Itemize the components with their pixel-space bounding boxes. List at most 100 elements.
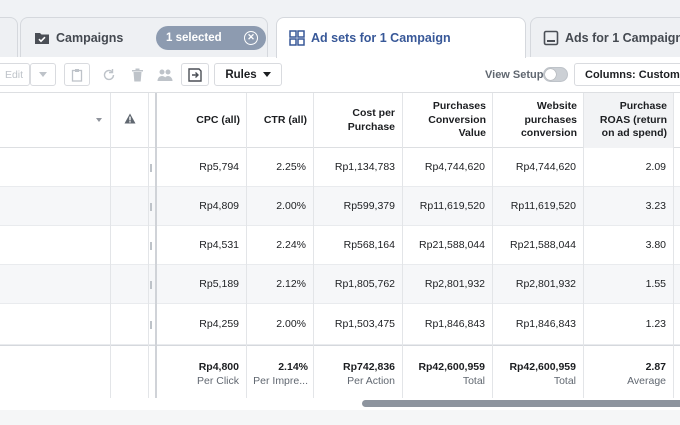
row-marker bbox=[150, 242, 152, 250]
refresh-button[interactable] bbox=[96, 63, 122, 86]
column-divider bbox=[313, 93, 314, 400]
table-header: CPC (all) CTR (all) Cost per Purchase Pu… bbox=[0, 93, 680, 148]
cell-purchases-conversion-value: Rp2,801,932 bbox=[424, 278, 485, 290]
tab-adsets[interactable]: Ad sets for 1 Campaign bbox=[276, 17, 526, 58]
audience-button[interactable] bbox=[152, 63, 178, 86]
summary-cpc: Rp4,800 Per Click bbox=[158, 346, 247, 401]
table-row[interactable]: Rp5,794 2.25% Rp1,134,783 Rp4,744,620 Rp… bbox=[0, 148, 680, 187]
export-button[interactable] bbox=[181, 63, 209, 86]
clear-selection-icon[interactable]: ✕ bbox=[244, 31, 258, 45]
chevron-down-icon bbox=[39, 72, 47, 77]
delete-button[interactable] bbox=[124, 63, 150, 86]
summary-ctr-value: 2.14% bbox=[278, 360, 308, 373]
summary-cost-per-purchase-value: Rp742,836 bbox=[343, 360, 395, 373]
summary-purchase-roas-label: Average bbox=[627, 374, 666, 387]
cell-cost-per-purchase: Rp599,379 bbox=[343, 200, 395, 212]
column-divider bbox=[402, 93, 403, 400]
tab-campaigns[interactable]: Campaigns 1 selected ✕ bbox=[20, 17, 268, 57]
cell-ctr: 2.25% bbox=[276, 161, 306, 173]
row-marker bbox=[150, 321, 152, 329]
sort-caret-icon[interactable] bbox=[96, 118, 102, 122]
people-icon bbox=[157, 69, 173, 81]
column-divider bbox=[673, 93, 674, 400]
cell-purchase-roas: 1.23 bbox=[645, 318, 666, 330]
selected-count-badge[interactable]: 1 selected ✕ bbox=[156, 26, 266, 50]
cell-cost-per-purchase: Rp1,134,783 bbox=[334, 161, 395, 173]
tab-ads-label: Ads for 1 Campaign bbox=[565, 30, 680, 45]
view-setup-label: View Setup bbox=[485, 69, 544, 81]
grid-icon bbox=[289, 30, 305, 46]
edit-button-label: Edit bbox=[4, 68, 24, 81]
cell-cpc: Rp4,531 bbox=[199, 239, 239, 251]
rules-button-label: Rules bbox=[225, 68, 257, 81]
summary-purchases-conversion-value-value: Rp42,600,959 bbox=[418, 360, 485, 373]
summary-website-purchases-conversion-label: Total bbox=[553, 374, 576, 387]
cell-ctr: 2.00% bbox=[276, 200, 306, 212]
summary-ctr: 2.14% Per Impre... bbox=[247, 346, 314, 401]
warning-icon bbox=[124, 113, 136, 127]
table-row[interactable]: Rp4,259 2.00% Rp1,503,475 Rp1,846,843 Rp… bbox=[0, 304, 680, 345]
rules-button[interactable]: Rules bbox=[214, 63, 282, 86]
footer-area bbox=[0, 410, 680, 425]
cell-website-purchases-conversion: Rp1,846,843 bbox=[515, 318, 576, 330]
edit-dropdown-button[interactable] bbox=[30, 63, 56, 86]
column-header-website-purchases-conversion[interactable]: Website purchases conversion bbox=[520, 100, 577, 140]
cell-cost-per-purchase: Rp1,503,475 bbox=[334, 318, 395, 330]
duplicate-button[interactable] bbox=[64, 63, 90, 86]
trash-icon bbox=[131, 68, 143, 81]
cell-purchases-conversion-value: Rp11,619,520 bbox=[419, 200, 485, 212]
cell-cost-per-purchase: Rp568,164 bbox=[343, 239, 395, 251]
cell-cpc: Rp4,809 bbox=[199, 200, 239, 212]
tab-bar: Campaigns 1 selected ✕ Ad sets for 1 Cam… bbox=[0, 0, 680, 58]
cell-ctr: 2.12% bbox=[276, 278, 306, 290]
row-marker bbox=[150, 164, 152, 172]
cell-cpc: Rp5,189 bbox=[199, 278, 239, 290]
summary-cost-per-purchase: Rp742,836 Per Action bbox=[314, 346, 403, 401]
folder-check-icon bbox=[34, 31, 50, 45]
cell-website-purchases-conversion: Rp4,744,620 bbox=[515, 161, 576, 173]
summary-row: Rp4,800 Per Click 2.14% Per Impre... Rp7… bbox=[0, 345, 680, 400]
columns-button-label: Columns: Custom bbox=[585, 68, 680, 81]
horizontal-scrollbar-thumb[interactable] bbox=[362, 400, 680, 407]
cell-purchases-conversion-value: Rp4,744,620 bbox=[424, 161, 485, 173]
chevron-down-icon bbox=[262, 72, 271, 77]
cell-website-purchases-conversion: Rp2,801,932 bbox=[515, 278, 576, 290]
edit-button[interactable]: Edit bbox=[0, 63, 30, 86]
cell-website-purchases-conversion: Rp11,619,520 bbox=[510, 200, 576, 212]
frozen-column-divider[interactable] bbox=[155, 93, 157, 400]
table-row[interactable]: Rp5,189 2.12% Rp1,805,762 Rp2,801,932 Rp… bbox=[0, 265, 680, 304]
cell-ctr: 2.24% bbox=[276, 239, 306, 251]
summary-ctr-label: Per Impre... bbox=[253, 374, 308, 387]
column-divider bbox=[110, 93, 111, 400]
horizontal-scrollbar-track[interactable] bbox=[0, 398, 680, 408]
summary-cpc-label: Per Click bbox=[196, 374, 239, 387]
columns-button[interactable]: Columns: Custom bbox=[574, 63, 680, 86]
tab-adsets-label: Ad sets for 1 Campaign bbox=[311, 31, 451, 45]
row-marker bbox=[150, 203, 152, 211]
cell-ctr: 2.00% bbox=[276, 318, 306, 330]
tab-ads[interactable]: Ads for 1 Campaign bbox=[530, 17, 680, 57]
column-header-purchases-conversion-value[interactable]: Purchases Conversion Value bbox=[428, 100, 486, 140]
cell-purchases-conversion-value: Rp21,588,044 bbox=[419, 239, 485, 251]
cell-purchase-roas: 3.80 bbox=[645, 239, 666, 251]
column-header-cost-per-purchase[interactable]: Cost per Purchase bbox=[347, 107, 395, 133]
summary-cost-per-purchase-label: Per Action bbox=[347, 374, 395, 387]
tab-campaigns-label: Campaigns bbox=[56, 30, 124, 45]
table-row[interactable]: Rp4,531 2.24% Rp568,164 Rp21,588,044 Rp2… bbox=[0, 226, 680, 265]
cell-purchases-conversion-value: Rp1,846,843 bbox=[424, 318, 485, 330]
column-divider bbox=[583, 93, 584, 400]
column-header-purchase-roas[interactable]: Purchase ROAS (return on ad spend) bbox=[584, 93, 674, 148]
cell-cpc: Rp5,794 bbox=[199, 161, 239, 173]
cell-website-purchases-conversion: Rp21,588,044 bbox=[510, 239, 576, 251]
column-header-cpc[interactable]: CPC (all) bbox=[196, 113, 240, 126]
table-row[interactable]: Rp4,809 2.00% Rp599,379 Rp11,619,520 Rp1… bbox=[0, 187, 680, 226]
export-icon bbox=[188, 67, 202, 82]
cell-cpc: Rp4,259 bbox=[199, 318, 239, 330]
tab-account[interactable] bbox=[0, 17, 18, 57]
column-header-ctr[interactable]: CTR (all) bbox=[263, 113, 307, 126]
view-setup-toggle[interactable] bbox=[543, 67, 568, 82]
column-divider bbox=[246, 93, 247, 400]
ad-monitor-icon bbox=[543, 30, 559, 46]
summary-website-purchases-conversion-value: Rp42,600,959 bbox=[509, 360, 576, 373]
cell-purchase-roas: 3.23 bbox=[645, 200, 666, 212]
